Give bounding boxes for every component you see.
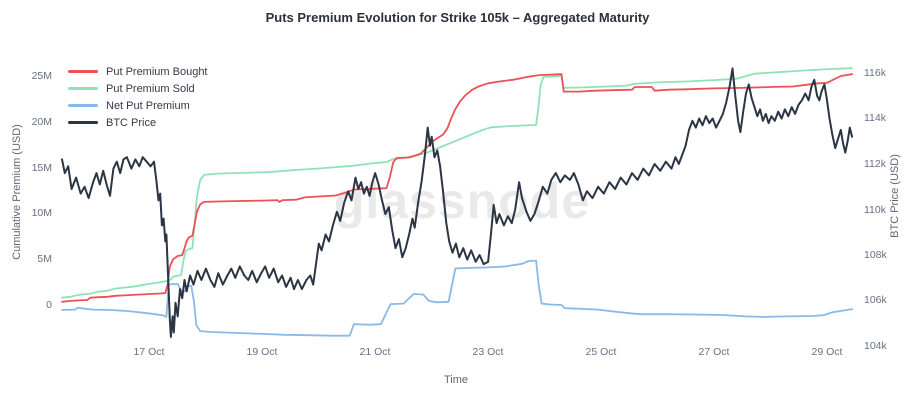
y-left-tick-20m: 20M	[31, 116, 52, 128]
legend-swatch-red-icon	[68, 70, 98, 73]
series-put-premium-sold-line[interactable]	[61, 67, 853, 299]
x-axis-title: Time	[443, 374, 469, 386]
y-right-tick-116k: 116k	[864, 67, 886, 79]
y-left-tick-0: 0	[46, 299, 52, 311]
x-tick-23-oct: 23 Oct	[472, 346, 504, 358]
y-left-tick-15m: 15M	[31, 162, 52, 174]
y-right-tick-114k: 114k	[864, 112, 886, 124]
x-tick-21-oct: 21 Oct	[359, 346, 391, 358]
series-put-premium-bought-line[interactable]	[61, 73, 853, 303]
y-right-tick-108k: 108k	[864, 249, 887, 261]
y-right-tick-110k: 110k	[864, 204, 886, 216]
x-tick-17-oct: 17 Oct	[133, 346, 165, 358]
x-tick-29-oct: 29 Oct	[811, 346, 843, 358]
legend-swatch-blue-icon	[68, 104, 98, 107]
legend-label: Put Premium Sold	[106, 82, 195, 95]
y-right-tick-106k: 106k	[864, 294, 887, 306]
y-left-tick-25m: 25M	[31, 70, 52, 82]
x-tick-19-oct: 19 Oct	[246, 346, 278, 358]
legend-item-put-premium-sold[interactable]: Put Premium Sold	[68, 80, 208, 97]
legend-item-btc-price[interactable]: BTC Price	[68, 114, 208, 131]
y-right-tick-104k: 104k	[864, 340, 887, 352]
legend-swatch-dark-icon	[68, 121, 98, 124]
x-tick-27-oct: 27 Oct	[698, 346, 730, 358]
legend-label: BTC Price	[106, 116, 157, 129]
legend-label: Put Premium Bought	[106, 65, 208, 78]
legend-swatch-green-icon	[68, 87, 98, 90]
chart-title: Puts Premium Evolution for Strike 105k –…	[265, 10, 650, 25]
legend-item-net-put-premium[interactable]: Net Put Premium	[68, 97, 208, 114]
y-left-tick-5m: 5M	[37, 253, 52, 265]
legend-item-put-premium-bought[interactable]: Put Premium Bought	[68, 63, 208, 80]
y-right-tick-112k: 112k	[864, 158, 886, 170]
series-btc-price-line[interactable]	[61, 67, 854, 338]
legend-label: Net Put Premium	[106, 99, 190, 112]
series-net-put-premium-line[interactable]	[61, 259, 853, 337]
y-left-tick-10m: 10M	[31, 207, 52, 219]
legend: Put Premium Bought Put Premium Sold Net …	[68, 63, 208, 131]
x-tick-25-oct: 25 Oct	[585, 346, 617, 358]
glassnode-watermark: glassnode	[333, 173, 591, 229]
